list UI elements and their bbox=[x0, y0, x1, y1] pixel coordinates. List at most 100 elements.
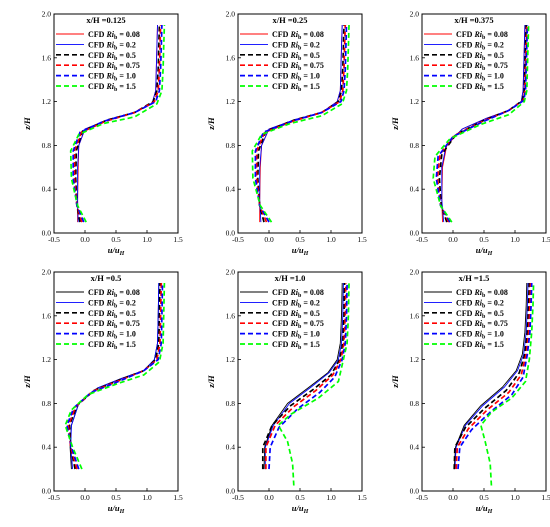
legend-sub: b bbox=[114, 303, 118, 309]
legend-sub: b bbox=[298, 303, 302, 309]
legend-value: = 1.5 bbox=[117, 82, 136, 91]
panel-title: x/H =0.25 bbox=[272, 15, 307, 25]
legend-ri: Ri bbox=[105, 288, 114, 297]
series-line-5 bbox=[268, 282, 348, 470]
legend-entry: CFD Rib = 0.08 bbox=[88, 288, 140, 299]
legend-entry: CFD Rib = 0.2 bbox=[272, 40, 320, 51]
legend-value: = 0.08 bbox=[485, 288, 508, 297]
legend-sub: b bbox=[482, 335, 486, 341]
series-line-4 bbox=[455, 282, 532, 470]
legend-prefix: CFD bbox=[456, 340, 474, 349]
x-axis-label: u/uH bbox=[292, 245, 309, 257]
legend-entry: CFD Rib = 0.75 bbox=[88, 319, 140, 330]
legend-sub: b bbox=[482, 56, 486, 62]
x-tick-label: 0.5 bbox=[479, 235, 489, 244]
legend-sub: b bbox=[114, 66, 118, 72]
legend-prefix: CFD bbox=[88, 330, 106, 339]
legend-ri: Ri bbox=[473, 30, 482, 39]
x-tick-label: 1.0 bbox=[326, 235, 336, 244]
series-line-4 bbox=[67, 282, 163, 470]
legend-prefix: CFD bbox=[456, 288, 474, 297]
legend-value: = 1.0 bbox=[301, 330, 320, 339]
legend-prefix: CFD bbox=[88, 340, 106, 349]
legend-value: = 0.08 bbox=[485, 30, 508, 39]
legend-ri: Ri bbox=[289, 309, 298, 318]
legend-sub: b bbox=[114, 335, 118, 341]
x-tick-label: 1.5 bbox=[173, 493, 183, 502]
legend-ri: Ri bbox=[289, 340, 298, 349]
legend-sub: b bbox=[298, 324, 302, 330]
x-tick-label: -0.5 bbox=[48, 235, 60, 244]
legend-prefix: CFD bbox=[88, 61, 106, 70]
legend-value: = 1.0 bbox=[117, 72, 136, 81]
legend-entry: CFD Rib = 1.0 bbox=[88, 330, 136, 341]
legend-value: = 0.75 bbox=[485, 319, 508, 328]
legend-ri: Ri bbox=[473, 298, 482, 307]
x-axis-label-sub: H bbox=[119, 251, 125, 257]
legend-value: = 0.75 bbox=[301, 61, 324, 70]
series-group bbox=[64, 282, 166, 470]
chart-panel-5: -0.5 0.0 0.5 1.0 1.50.00.40.81.21.62.0u/uHz/… bbox=[206, 268, 367, 516]
legend-entry: CFD Rib = 1.5 bbox=[88, 82, 136, 93]
legend-prefix: CFD bbox=[88, 40, 106, 49]
y-tick-label: 0.8 bbox=[226, 141, 236, 150]
legend-prefix: CFD bbox=[456, 298, 474, 307]
legend-ri: Ri bbox=[289, 72, 298, 81]
legend-value: = 0.2 bbox=[117, 40, 136, 49]
legend-value: = 0.2 bbox=[485, 298, 504, 307]
legend-prefix: CFD bbox=[88, 288, 106, 297]
legend-ri: Ri bbox=[289, 298, 298, 307]
legend-sub: b bbox=[114, 35, 118, 41]
series-line-4 bbox=[265, 282, 347, 470]
y-tick-label: 1.2 bbox=[42, 97, 52, 106]
y-tick-label: 0.0 bbox=[42, 487, 52, 496]
y-tick-label: 2.0 bbox=[42, 10, 52, 19]
x-axis-label: u/uH bbox=[476, 245, 493, 257]
y-tick-label: 0.4 bbox=[226, 185, 236, 194]
x-axis-label-sub: H bbox=[487, 509, 493, 515]
panel-title: x/H =0.125 bbox=[86, 15, 125, 25]
x-tick-label: 1.0 bbox=[326, 493, 336, 502]
legend-sub: b bbox=[482, 87, 486, 93]
legend-value: = 0.08 bbox=[117, 30, 140, 39]
chart-panel-6: -0.5 0.0 0.5 1.0 1.50.00.40.81.21.62.0u/uHz/… bbox=[390, 268, 550, 516]
legend-sub: b bbox=[298, 293, 302, 299]
series-line-5 bbox=[457, 282, 533, 470]
legend-entry: CFD Rib = 0.5 bbox=[88, 51, 136, 62]
legend-entry: CFD Rib = 1.5 bbox=[456, 340, 504, 351]
legend-value: = 0.75 bbox=[485, 61, 508, 70]
x-tick-label: -0.5 bbox=[416, 493, 428, 502]
legend-prefix: CFD bbox=[272, 330, 290, 339]
x-axis-label-main: u/u bbox=[292, 503, 304, 513]
x-tick-label: 0.5 bbox=[111, 493, 121, 502]
series-line-5 bbox=[254, 24, 348, 223]
x-tick-label: 0.5 bbox=[111, 235, 121, 244]
legend-value: = 0.2 bbox=[485, 40, 504, 49]
legend-value: = 0.75 bbox=[301, 319, 324, 328]
y-axis-label: z/H bbox=[22, 375, 32, 389]
x-axis-label: u/uH bbox=[108, 503, 125, 515]
series-line-5 bbox=[72, 24, 163, 223]
legend-entry: CFD Rib = 0.75 bbox=[456, 319, 508, 330]
legend-sub: b bbox=[114, 45, 118, 51]
legend-value: = 0.5 bbox=[301, 51, 320, 60]
legend-ri: Ri bbox=[289, 61, 298, 70]
legend-prefix: CFD bbox=[456, 319, 474, 328]
legend-sub: b bbox=[298, 345, 302, 351]
legend-value: = 0.08 bbox=[301, 288, 324, 297]
legend-sub: b bbox=[482, 35, 486, 41]
series-line-6 bbox=[277, 282, 350, 486]
legend-entry: CFD Rib = 1.5 bbox=[272, 82, 320, 93]
series-line-5 bbox=[66, 282, 164, 470]
x-tick-label: 0.5 bbox=[295, 235, 305, 244]
legend-ri: Ri bbox=[473, 72, 482, 81]
y-tick-label: 2.0 bbox=[410, 268, 420, 277]
legend-value: = 1.0 bbox=[485, 72, 504, 81]
legend-sub: b bbox=[114, 345, 118, 351]
legend-entry: CFD Rib = 0.5 bbox=[456, 51, 504, 62]
legend-sub: b bbox=[482, 324, 486, 330]
legend-entry: CFD Rib = 1.5 bbox=[272, 340, 320, 351]
x-tick-label: 1.0 bbox=[510, 235, 520, 244]
